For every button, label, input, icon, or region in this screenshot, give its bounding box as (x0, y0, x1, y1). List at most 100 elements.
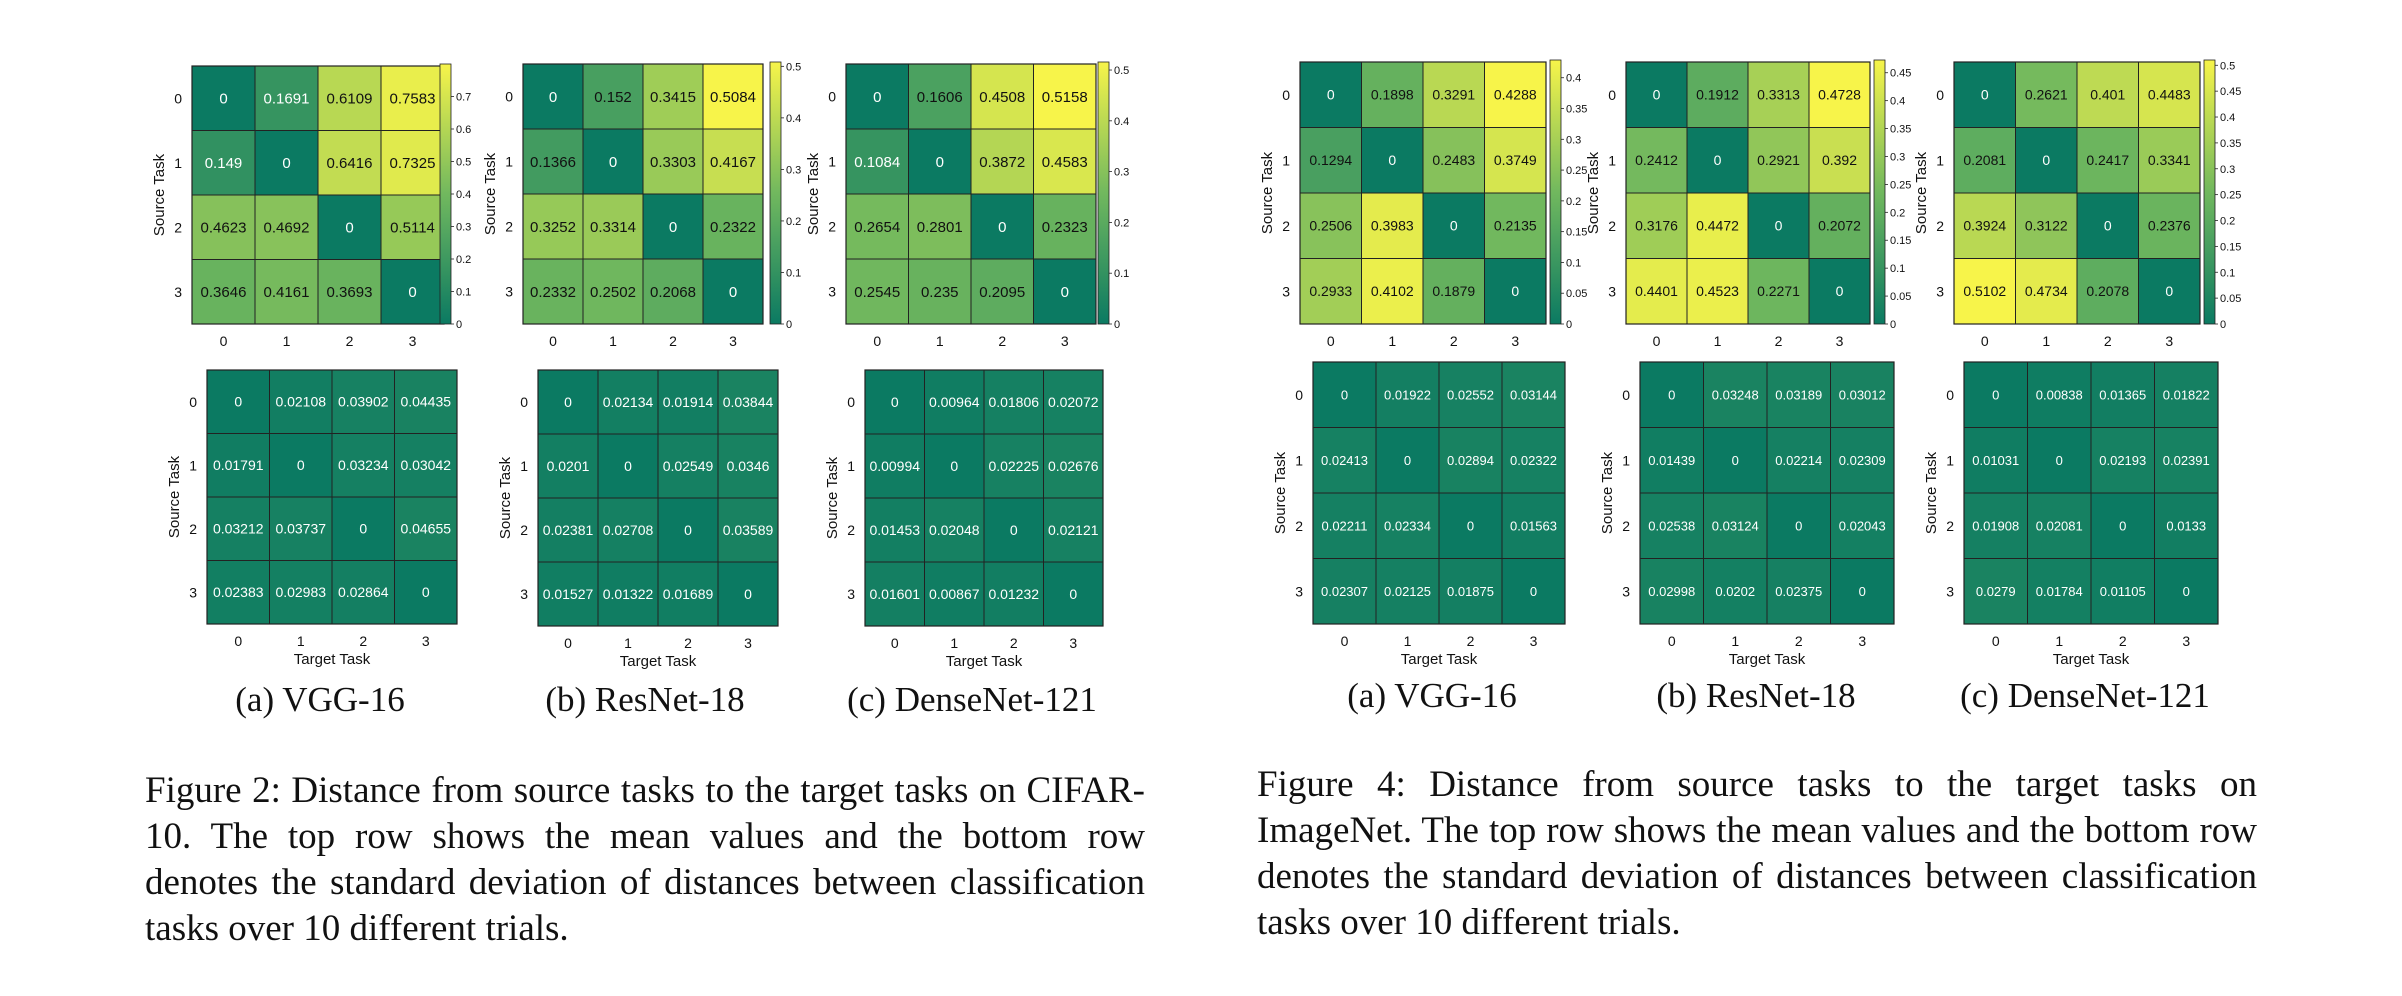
cell-value-label: 0.00838 (2036, 387, 2083, 402)
subfig-label-imagenet-b: (b) ResNet-18 (1656, 676, 1856, 715)
heatmap-cell (1703, 427, 1768, 494)
y-tick-label: 2 (1295, 518, 1303, 534)
y-tick-label: 0 (174, 90, 182, 106)
cell-value-label: 0.2412 (1635, 152, 1678, 168)
cell-value-label: 0.01527 (543, 586, 594, 602)
cell-value-label: 0 (891, 394, 899, 410)
cell-value-label: 0.2933 (1309, 283, 1352, 299)
cell-value-label: 0.00964 (929, 394, 980, 410)
cell-value-label: 0 (422, 584, 430, 600)
colorbar-tick-label: 0.2 (2220, 216, 2235, 228)
cell-value-label: 0.4734 (2025, 283, 2068, 299)
cell-value-label: 0.01875 (1447, 584, 1494, 599)
heatmap-cell (1361, 258, 1424, 325)
x-tick-label: 3 (2182, 633, 2190, 649)
cell-value-label: 0.04435 (400, 394, 451, 410)
heatmap-cell (642, 258, 704, 325)
x-axis-label: Target Task (620, 653, 697, 670)
y-axis-label: Source Task (1259, 151, 1276, 234)
y-axis-label: Source Task (1923, 451, 1940, 534)
cell-value-label: 0 (1992, 387, 1999, 402)
heatmap-cell (2027, 361, 2092, 428)
heatmap-cell (1830, 427, 1895, 494)
y-tick-label: 1 (189, 457, 197, 473)
cell-value-label: 0.02391 (2163, 453, 2210, 468)
x-tick-label: 3 (1061, 333, 1069, 349)
x-tick-label: 0 (1981, 333, 1989, 349)
cell-value-label: 0 (624, 458, 632, 474)
subfig-label-imagenet-a: (a) VGG-16 (1347, 676, 1517, 715)
cell-value-label: 0.01806 (988, 394, 1039, 410)
colorbar-tick-label: 0.1 (1890, 263, 1905, 275)
y-axis-label: Source Task (1599, 451, 1616, 534)
heatmap-cell (1438, 427, 1503, 494)
y-axis-label: Source Task (1913, 151, 1930, 234)
heatmap-cell (1963, 427, 2028, 494)
cell-value-label: 0.00994 (869, 458, 920, 474)
heatmap-cell (1686, 127, 1749, 194)
cell-value-label: 0 (2165, 283, 2173, 299)
y-tick-label: 2 (189, 521, 197, 537)
heatmap-cell (380, 130, 445, 196)
cell-value-label: 0.2654 (854, 219, 900, 236)
cell-value-label: 0.02894 (1447, 453, 1494, 468)
x-tick-label: 2 (998, 333, 1006, 349)
y-tick-label: 2 (1946, 518, 1954, 534)
cell-value-label: 0.01365 (2099, 387, 2146, 402)
cell-value-label: 0.7325 (390, 155, 436, 172)
heatmap-cell (657, 497, 719, 563)
cell-value-label: 0 (282, 155, 290, 172)
y-tick-label: 3 (520, 586, 528, 602)
heatmap-cell (191, 194, 256, 260)
cell-value-label: 0 (609, 154, 617, 171)
colorbar-tick-label: 0.25 (1890, 179, 1911, 191)
cell-value-label: 0.4102 (1371, 283, 1414, 299)
x-tick-label: 0 (873, 333, 881, 349)
heatmap-cell (1043, 433, 1104, 499)
cell-value-label: 0 (2104, 218, 2112, 234)
cell-value-label: 0.3341 (2148, 152, 2191, 168)
heatmap-cell (1422, 258, 1485, 325)
y-axis-label: Source Task (1272, 451, 1289, 534)
x-tick-label: 1 (950, 635, 958, 651)
cell-value-label: 0.01914 (663, 394, 714, 410)
cell-value-label: 0.01232 (988, 586, 1039, 602)
heatmap-cell (845, 258, 909, 325)
cell-value-label: 0 (2119, 518, 2126, 533)
colorbar-tick-label: 0.4 (1890, 96, 1905, 108)
heatmap-cell (2154, 558, 2219, 625)
x-tick-label: 0 (1341, 633, 1349, 649)
cell-value-label: 0 (219, 91, 227, 108)
cell-value-label: 0.1879 (1432, 283, 1475, 299)
cell-value-label: 0.3314 (590, 219, 636, 236)
colorbar-tick-label: 0.3 (1114, 167, 1129, 179)
cell-value-label: 0 (1775, 218, 1783, 234)
cell-value-label: 0.04655 (400, 521, 451, 537)
heatmap-cell (1501, 492, 1566, 559)
heatmap-cell (983, 369, 1044, 435)
heatmap-cell (1484, 258, 1547, 325)
cell-value-label: 0.2081 (1963, 152, 2006, 168)
heatmap-cell (1033, 258, 1097, 325)
cell-value-label: 0.5102 (1963, 283, 2006, 299)
cell-value-label: 0 (549, 89, 557, 106)
heatmap-cell (582, 128, 644, 195)
cell-value-label: 0.2271 (1757, 283, 1800, 299)
heatmap-cell (1501, 427, 1566, 494)
heatmap-cell (1830, 492, 1895, 559)
x-tick-label: 0 (891, 635, 899, 651)
heatmap-cell (1686, 258, 1749, 325)
x-tick-label: 3 (409, 333, 417, 349)
heatmap-cell (1830, 558, 1895, 625)
x-tick-label: 0 (234, 633, 242, 649)
cell-value-label: 0.401 (2090, 87, 2125, 103)
heatmap-cell (970, 193, 1034, 260)
y-tick-label: 0 (505, 89, 513, 105)
cell-value-label: 0.02121 (1048, 522, 1099, 538)
y-tick-label: 0 (1608, 87, 1616, 103)
heatmap-cell (254, 259, 319, 325)
cell-value-label: 0.4288 (1494, 87, 1537, 103)
cell-value-label: 0.392 (1822, 152, 1857, 168)
y-tick-label: 0 (1282, 87, 1290, 103)
y-tick-label: 2 (828, 219, 836, 235)
